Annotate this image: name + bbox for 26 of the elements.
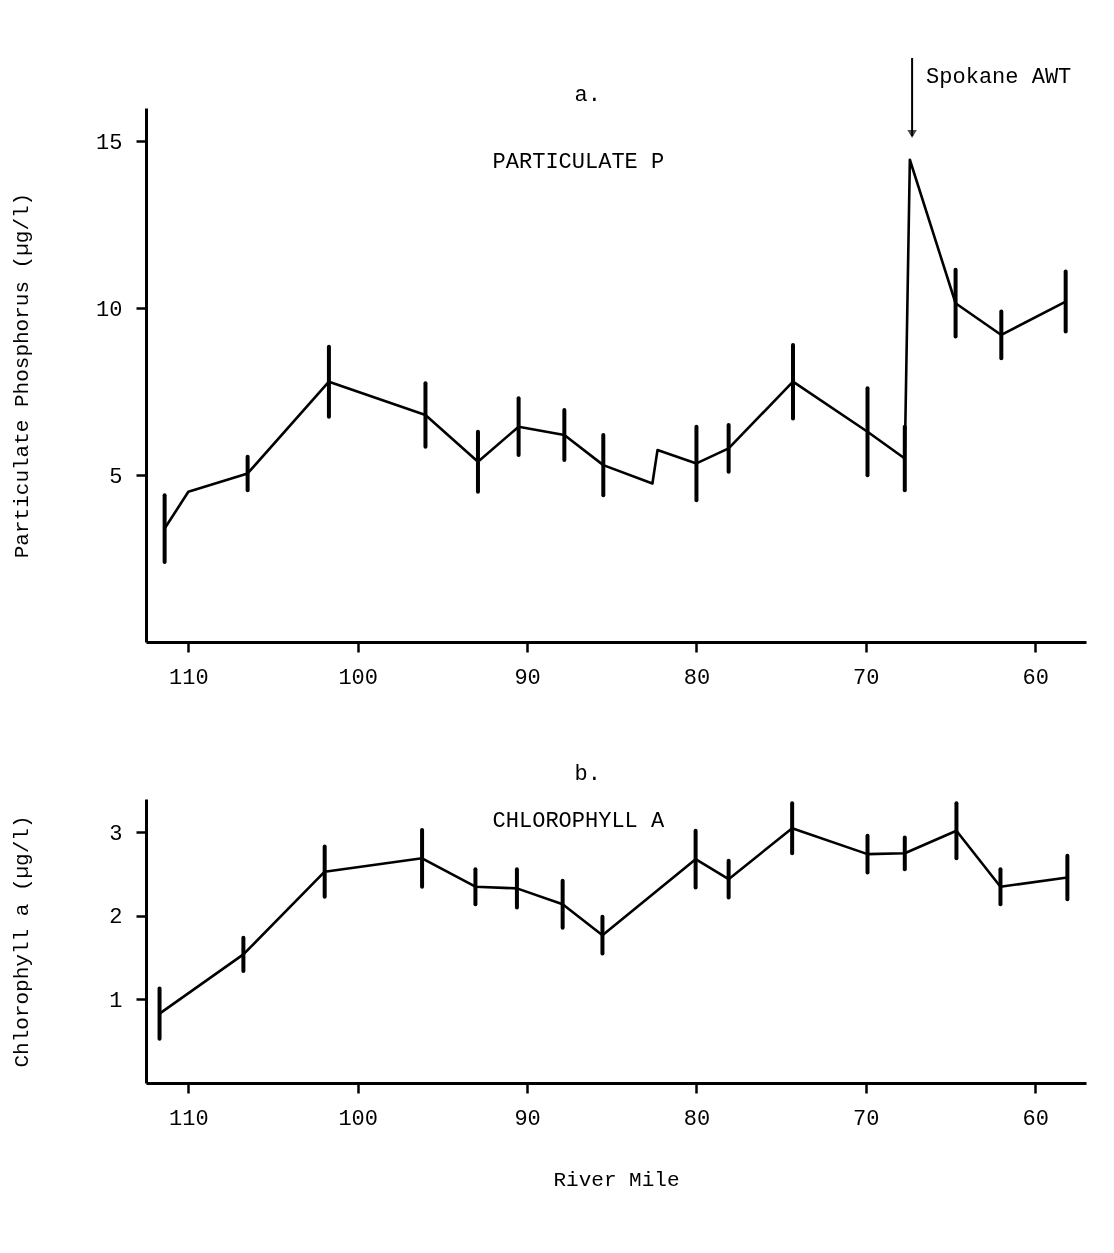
x-tick-label: 100 bbox=[338, 1106, 379, 1132]
x-tick-label: 90 bbox=[514, 1106, 541, 1132]
y-tick-label: 3 bbox=[109, 821, 123, 847]
x-tick-label: 90 bbox=[514, 665, 541, 691]
y-axis-title: Particulate Phosphorus (µg/l) bbox=[10, 192, 34, 559]
text: CHLOROPHYLL A bbox=[492, 809, 666, 834]
text: PARTICULATE P bbox=[492, 150, 665, 175]
x-tick-label: 60 bbox=[1022, 665, 1049, 691]
x-axis-title: River Mile bbox=[553, 1168, 680, 1192]
y-tick-label: 2 bbox=[109, 905, 123, 931]
text: Spokane AWT bbox=[926, 65, 1072, 90]
x-tick-label: 80 bbox=[683, 665, 711, 691]
y-axis-title: Chlorophyll a (µg/l) bbox=[10, 815, 34, 1068]
y-tick-label: 10 bbox=[96, 297, 123, 323]
y-tick-label: 1 bbox=[109, 988, 123, 1014]
x-tick-label: 80 bbox=[683, 1106, 711, 1132]
x-tick-label: 70 bbox=[853, 1106, 880, 1132]
y-tick-label: 5 bbox=[109, 464, 123, 490]
x-tick-label: 110 bbox=[169, 665, 209, 691]
chart-title: b. bbox=[574, 762, 601, 787]
x-tick-label: 100 bbox=[338, 665, 379, 691]
x-tick-label: 110 bbox=[169, 1106, 209, 1132]
chart-title: a. bbox=[574, 83, 601, 108]
x-tick-label: 60 bbox=[1022, 1106, 1049, 1132]
y-tick-label: 15 bbox=[96, 130, 123, 156]
x-tick-label: 70 bbox=[853, 665, 880, 691]
